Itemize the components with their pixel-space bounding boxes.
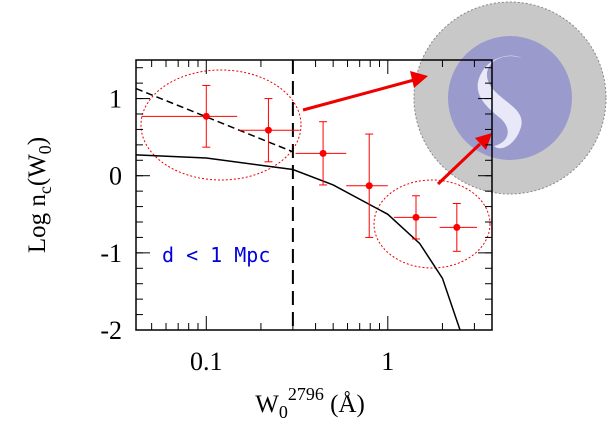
y-label-part: 0: [35, 145, 55, 154]
y-tick-label: 1: [109, 85, 122, 114]
y-label-part: ): [24, 137, 51, 145]
arrow: [436, 142, 482, 186]
icon-disk: [448, 36, 572, 160]
icon-spiral: [477, 55, 522, 149]
arrowhead: [410, 71, 428, 88]
y-label-part: Log n: [24, 194, 51, 254]
x-tick-label: 1: [381, 347, 394, 376]
y-tick-label: -1: [100, 239, 122, 268]
x-label-part: W: [255, 391, 279, 418]
point: [264, 126, 272, 134]
point: [202, 112, 210, 120]
plot-frame: [135, 59, 493, 331]
y-tick-label: -2: [100, 316, 122, 345]
y-label-part: (W: [24, 154, 51, 186]
arrowhead: [475, 133, 492, 150]
x-label-part: 2796: [288, 384, 324, 404]
y-axis-label: Log nc(W0): [24, 137, 55, 253]
point: [365, 182, 373, 190]
ellipse: [373, 179, 491, 269]
x-axis-label: W02796 (Å): [255, 384, 365, 422]
annotation: d < 1 Mpc: [162, 243, 270, 267]
point: [453, 223, 461, 231]
point: [319, 149, 327, 157]
x-tick-label: 0.1: [190, 347, 223, 376]
curve: [136, 87, 294, 153]
y-tick-label: 0: [109, 162, 122, 191]
x-label-part: 0: [279, 402, 288, 422]
ellipse: [140, 69, 302, 181]
curve: [136, 154, 461, 330]
y-label-part: c: [35, 186, 55, 194]
arrow: [302, 78, 415, 112]
x-label-part: (Å): [324, 391, 365, 418]
point: [412, 213, 420, 221]
